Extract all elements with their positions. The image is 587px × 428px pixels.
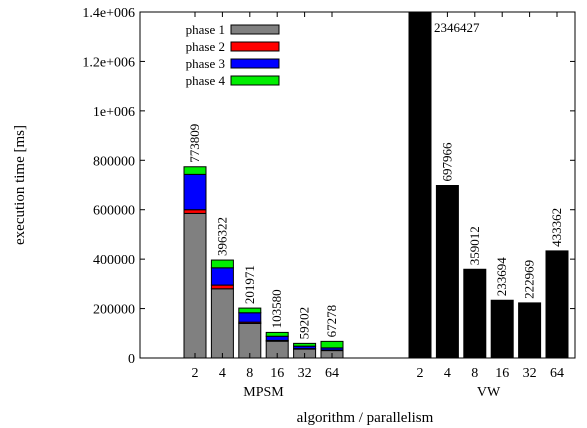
x-axis-ticks: 2 4 8 16 32 64 MPSM 2 4 8 16 32 64 VW — [192, 12, 564, 400]
legend-label: phase 2 — [186, 39, 225, 54]
x-tick-label: 32 — [298, 366, 312, 381]
x-axis-label: algorithm / parallelism — [297, 410, 434, 426]
y-tick-label: 600000 — [93, 204, 135, 219]
x-tick-label: 2 — [192, 366, 199, 381]
data-label: 2346427 — [434, 20, 480, 35]
x-tick-label: 64 — [550, 366, 564, 381]
legend-label: phase 3 — [186, 56, 225, 71]
legend-label: phase 1 — [186, 22, 225, 37]
legend-swatch — [230, 58, 280, 69]
bar-vw-16 — [490, 299, 514, 359]
bar-vw-2 — [408, 11, 432, 359]
legend-label: phase 4 — [186, 73, 226, 88]
bar-vw-32 — [518, 302, 542, 359]
data-label: 433362 — [549, 208, 564, 247]
group-label-mpsm: MPSM — [243, 385, 284, 400]
group-label-vw: VW — [477, 385, 501, 400]
bar-mpsm-32-phase-4 — [293, 342, 317, 347]
bar-mpsm-4-phase-1 — [210, 288, 234, 359]
bar-mpsm-4-phase-3 — [210, 267, 234, 286]
bar-vw-4 — [435, 185, 459, 359]
data-label: 396322 — [214, 217, 229, 256]
bar-mpsm-2-phase-2 — [183, 209, 207, 214]
bar-mpsm-64-phase-4 — [320, 340, 344, 349]
bar-mpsm-8-phase-4 — [238, 307, 262, 314]
bar-mpsm-8-phase-1 — [238, 322, 262, 359]
bar-mpsm-2-phase-3 — [183, 173, 207, 211]
y-axis-ticks: 0 200000 400000 600000 800000 1e+006 1.2e+006 1… — [82, 6, 575, 367]
data-label: 359012 — [467, 226, 482, 265]
y-tick-label: 200000 — [93, 303, 135, 318]
bar-mpsm-4-phase-2 — [210, 284, 234, 290]
bar-mpsm-2-phase-1 — [183, 212, 207, 359]
legend-swatch — [230, 24, 280, 35]
x-tick-label: 16 — [495, 366, 509, 381]
data-label: 773809 — [187, 124, 202, 163]
data-label: 67278 — [324, 305, 339, 338]
legend-swatch — [230, 75, 280, 86]
bar-mpsm-16-phase-4 — [265, 331, 289, 337]
data-label: 233694 — [494, 257, 509, 297]
y-axis-label: execution time [ms] — [12, 125, 28, 245]
bar-vw-64 — [545, 250, 569, 359]
x-tick-label: 16 — [270, 366, 284, 381]
data-label: 697966 — [439, 142, 454, 182]
y-tick-label: 1e+006 — [93, 105, 135, 120]
data-labels: 773809 396322 201971 103580 59202 67278 234642… — [187, 20, 564, 339]
bars — [183, 11, 569, 359]
bar-vw-8 — [463, 268, 487, 359]
y-tick-label: 800000 — [93, 154, 135, 169]
x-tick-label: 2 — [417, 366, 424, 381]
y-tick-label: 1.2e+006 — [82, 55, 135, 70]
x-tick-label: 8 — [246, 366, 253, 381]
x-tick-label: 8 — [471, 366, 478, 381]
legend-swatch — [230, 41, 280, 52]
data-label: 103580 — [269, 289, 284, 328]
bar-mpsm-2-phase-4 — [183, 166, 207, 175]
data-label: 201971 — [242, 265, 257, 304]
x-tick-label: 4 — [444, 366, 451, 381]
data-label: 222969 — [522, 260, 537, 299]
x-tick-label: 64 — [325, 366, 339, 381]
plot-frame — [139, 11, 576, 359]
y-tick-label: 0 — [128, 352, 135, 367]
bar-mpsm-8-phase-3 — [238, 312, 262, 323]
data-label: 59202 — [297, 307, 312, 340]
y-tick-label: 1.4e+006 — [82, 6, 135, 21]
x-tick-label: 4 — [219, 366, 226, 381]
bar-mpsm-4-phase-4 — [210, 259, 234, 269]
x-tick-label: 32 — [523, 366, 537, 381]
y-tick-label: 400000 — [93, 253, 135, 268]
bar-mpsm-16-phase-3 — [265, 335, 289, 341]
legend: phase 1 phase 2 phase 3 phase 4 — [186, 22, 280, 88]
